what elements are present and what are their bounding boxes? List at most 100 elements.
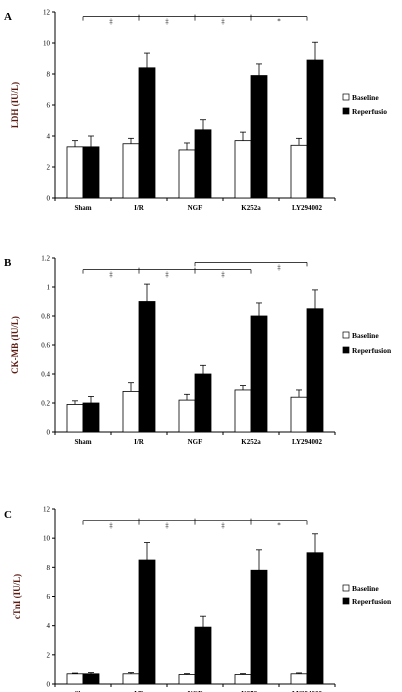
bar-baseline	[122, 673, 140, 685]
legend-swatch	[342, 584, 350, 592]
bar-baseline	[234, 140, 252, 199]
bar-reperfusion	[250, 315, 268, 433]
bar-reperfusion	[306, 308, 324, 433]
bar-reperfusion	[82, 146, 100, 199]
bar-baseline	[290, 144, 308, 199]
x-tick-label: LY294002	[292, 204, 323, 212]
y-tick-label: 10	[43, 535, 51, 543]
legend: Baseline Reperfusion	[342, 584, 392, 606]
panel-letter: B	[4, 257, 12, 269]
bar-baseline	[66, 146, 84, 199]
x-tick-label: NGF	[188, 438, 203, 446]
y-axis-label: CK-MB (IU/L)	[10, 316, 20, 374]
x-tick-label: K252a	[241, 204, 261, 212]
y-tick-label: 8	[47, 71, 51, 79]
significance-mark: *	[277, 18, 281, 26]
y-tick-label: 0.2	[41, 400, 50, 408]
y-tick-label: 1.2	[41, 255, 50, 263]
significance-mark: ‡	[165, 522, 169, 530]
y-tick-label: 0	[47, 195, 51, 203]
bar-reperfusion	[250, 75, 268, 199]
bar-reperfusion	[306, 59, 324, 199]
bar-baseline	[234, 389, 252, 433]
bar-baseline	[178, 149, 196, 199]
y-tick-label: 12	[43, 9, 51, 17]
bar-reperfusion	[138, 301, 156, 433]
significance-mark: ‡	[165, 271, 169, 279]
significance-mark: ‡	[109, 271, 113, 279]
bar-reperfusion	[194, 373, 212, 433]
legend: Baseline Reperfusio	[342, 93, 387, 116]
bar-reperfusion	[138, 67, 156, 199]
legend-label: Baseline	[352, 584, 379, 593]
y-tick-label: 0	[47, 681, 51, 689]
significance-mark: ‡	[165, 18, 169, 26]
bar-reperfusion	[138, 559, 156, 685]
y-tick-label: 2	[47, 164, 51, 172]
y-axis-label: LDH (IU/L)	[10, 82, 20, 128]
significance-mark: ‡	[221, 271, 225, 279]
y-tick-label: 4	[47, 133, 51, 141]
chart-panel-A: A LDH (IU/L) 0 2 4 6 8 10 12 Sham I/R NGF K252a LY294…	[4, 9, 387, 213]
bar-reperfusion	[82, 673, 100, 685]
bar-reperfusion	[194, 129, 212, 199]
legend: Baseline Reperfusion	[342, 331, 392, 355]
bar-baseline	[66, 404, 84, 433]
bar-baseline	[66, 673, 84, 685]
x-tick-label: LY294002	[292, 438, 323, 446]
x-tick-label: I/R	[134, 690, 145, 692]
y-tick-label: 8	[47, 564, 51, 572]
legend-label: Reperfusion	[352, 597, 392, 606]
x-tick-label: Sham	[74, 204, 91, 212]
x-tick-label: K252a	[241, 438, 261, 446]
bar-reperfusion	[250, 569, 268, 685]
y-tick-label: 12	[43, 506, 51, 514]
legend-swatch	[342, 597, 350, 605]
significance-mark: ‡	[109, 18, 113, 26]
chart-panel-B: B CK-MB (IU/L) 0 0.2 0.4 0.6 0.8 1 1.2 Sham I/R NGF…	[4, 255, 392, 447]
x-tick-label: LY294002	[292, 690, 323, 692]
y-tick-label: 10	[43, 40, 51, 48]
bar-reperfusion	[82, 402, 100, 433]
y-tick-label: 0.8	[41, 313, 50, 321]
legend-label: Reperfusion	[352, 346, 392, 355]
y-tick-label: 6	[47, 102, 51, 110]
legend-label: Reperfusio	[352, 107, 387, 116]
legend-label: Baseline	[352, 331, 379, 340]
bar-baseline	[290, 396, 308, 433]
bar-baseline	[178, 399, 196, 433]
bar-baseline	[178, 674, 196, 685]
bar-reperfusion	[306, 552, 324, 685]
panel-letter: A	[4, 11, 12, 23]
legend-label: Baseline	[352, 93, 379, 102]
y-tick-label: 4	[47, 622, 51, 630]
significance-mark: *	[277, 522, 281, 530]
bar-reperfusion	[194, 626, 212, 685]
x-tick-label: NGF	[188, 204, 203, 212]
significance-mark: ‡	[221, 522, 225, 530]
y-tick-label: 0.4	[41, 371, 50, 379]
y-tick-label: 2	[47, 651, 51, 659]
x-tick-label: NGF	[188, 690, 203, 692]
significance-mark: ‡	[109, 522, 113, 530]
legend-swatch	[342, 346, 350, 354]
bar-baseline	[234, 674, 252, 685]
y-tick-label: 0	[47, 429, 51, 437]
x-tick-label: I/R	[134, 204, 145, 212]
bar-baseline	[122, 143, 140, 199]
x-tick-label: K252a	[241, 690, 261, 692]
x-tick-label: I/R	[134, 438, 145, 446]
x-tick-label: Sham	[74, 438, 91, 446]
significance-mark: ‡	[277, 263, 281, 271]
bar-baseline	[122, 390, 140, 433]
panel-letter: C	[4, 509, 12, 521]
y-tick-label: 0.6	[41, 342, 50, 350]
bar-baseline	[290, 673, 308, 685]
legend-swatch	[342, 93, 350, 101]
y-tick-label: 6	[47, 593, 51, 601]
legend-swatch	[342, 107, 350, 115]
significance-mark: ‡	[221, 18, 225, 26]
y-tick-label: 1	[47, 284, 51, 292]
